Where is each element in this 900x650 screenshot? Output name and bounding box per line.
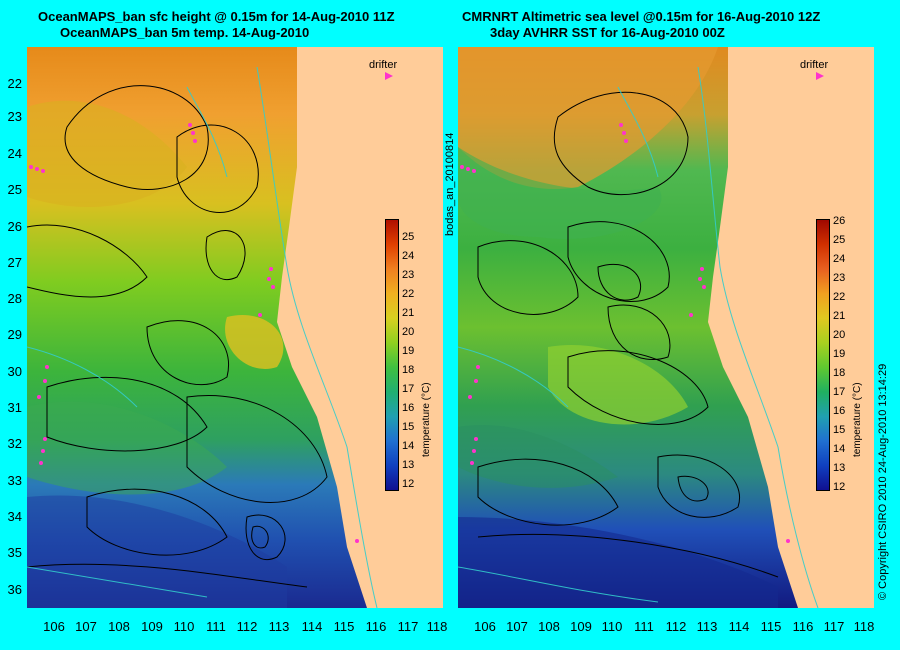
cb-tick: 15 — [402, 421, 415, 433]
left-drifter-label: drifter — [369, 59, 398, 71]
lon-label: 107 — [75, 619, 97, 634]
lat-label: 28 — [7, 291, 22, 306]
lon-label: 117 — [823, 619, 845, 634]
lon-label: 107 — [506, 619, 528, 634]
cb-tick: 17 — [402, 383, 415, 395]
cb-tick: 12 — [402, 478, 415, 490]
lon-label: 113 — [696, 619, 718, 634]
cb-tick: 23 — [402, 269, 415, 281]
lon-label: 115 — [760, 619, 782, 634]
lon-label: 106 — [474, 619, 496, 634]
lat-label: 34 — [7, 509, 22, 524]
cb-tick: 22 — [833, 291, 846, 303]
copyright-label: © Copyright CSIRO 2010 24-Aug-2010 13:14… — [877, 363, 889, 600]
cb-tick: 24 — [833, 253, 846, 265]
cb-tick: 19 — [402, 345, 415, 357]
cb-tick: 25 — [833, 234, 846, 246]
cb-tick: 12 — [833, 481, 846, 493]
left-map-panel: drifter 25 24 23 22 21 20 19 18 17 16 15… — [27, 47, 443, 608]
lon-label: 115 — [333, 619, 355, 634]
lat-label: 31 — [7, 400, 22, 415]
cb-tick: 16 — [402, 402, 415, 414]
lon-label: 109 — [141, 619, 163, 634]
lat-label: 22 — [7, 76, 22, 91]
lon-label: 108 — [108, 619, 130, 634]
lon-label: 113 — [268, 619, 290, 634]
left-colorbar — [385, 219, 399, 491]
lon-label: 116 — [792, 619, 814, 634]
cb-tick: 13 — [833, 462, 846, 474]
cb-tick: 20 — [402, 326, 415, 338]
lon-label: 117 — [397, 619, 419, 634]
cb-tick: 18 — [833, 367, 846, 379]
right-colorbar-label: temperature (°C) — [852, 382, 863, 457]
cb-tick: 21 — [833, 310, 846, 322]
right-drifter-label: drifter — [800, 59, 829, 71]
lon-label: 108 — [538, 619, 560, 634]
left-map — [27, 47, 443, 608]
right-map-panel: drifter 26 25 24 23 22 21 20 19 18 17 16… — [458, 47, 874, 608]
right-colorbar — [816, 219, 830, 491]
lat-label: 27 — [7, 255, 22, 270]
lon-label: 114 — [728, 619, 750, 634]
lon-label: 118 — [853, 619, 875, 634]
side-label: bodas_an_20100814 — [444, 132, 456, 236]
lat-label: 26 — [7, 219, 22, 234]
lon-label: 118 — [426, 619, 448, 634]
right-title-line1: CMRNRT Altimetric sea level @0.15m for 1… — [462, 9, 821, 24]
cb-tick: 14 — [402, 440, 415, 452]
lon-label: 112 — [236, 619, 258, 634]
lat-label: 36 — [7, 582, 22, 597]
lon-label: 110 — [601, 619, 623, 634]
lat-label: 30 — [7, 364, 22, 379]
lat-label: 25 — [7, 182, 22, 197]
cb-tick: 21 — [402, 307, 415, 319]
cb-tick: 22 — [402, 288, 415, 300]
lat-label: 32 — [7, 436, 22, 451]
left-title-line1: OceanMAPS_ban sfc height @ 0.15m for 14-… — [38, 9, 395, 24]
lat-label: 23 — [7, 109, 22, 124]
cb-tick: 25 — [402, 231, 415, 243]
lon-label: 111 — [634, 619, 654, 634]
cb-tick: 24 — [402, 250, 415, 262]
cb-tick: 13 — [402, 459, 415, 471]
cb-tick: 18 — [402, 364, 415, 376]
lon-label: 112 — [665, 619, 687, 634]
lon-label: 106 — [43, 619, 65, 634]
cb-tick: 23 — [833, 272, 846, 284]
cb-tick: 20 — [833, 329, 846, 341]
lon-label: 111 — [206, 619, 226, 634]
cb-tick: 14 — [833, 443, 846, 455]
cb-tick: 17 — [833, 386, 846, 398]
right-map — [458, 47, 874, 608]
lon-label: 109 — [570, 619, 592, 634]
lat-label: 24 — [7, 146, 22, 161]
cb-tick: 16 — [833, 405, 846, 417]
left-colorbar-label: temperature (°C) — [421, 382, 432, 457]
lon-label: 116 — [365, 619, 387, 634]
right-title-line2: 3day AVHRR SST for 16-Aug-2010 00Z — [490, 25, 725, 40]
lat-label: 35 — [7, 545, 22, 560]
lat-label: 33 — [7, 473, 22, 488]
cb-tick: 19 — [833, 348, 846, 360]
lon-label: 110 — [173, 619, 195, 634]
left-title-line2: OceanMAPS_ban 5m temp. 14-Aug-2010 — [60, 25, 310, 40]
lon-label: 114 — [301, 619, 323, 634]
cb-tick: 26 — [833, 215, 846, 227]
lat-label: 29 — [7, 327, 22, 342]
cb-tick: 15 — [833, 424, 846, 436]
